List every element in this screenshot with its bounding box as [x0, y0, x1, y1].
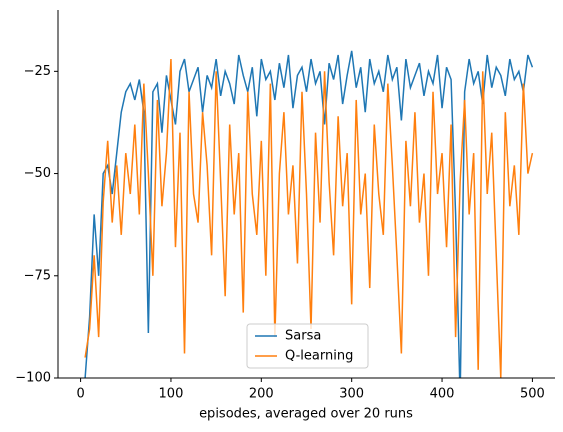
plot-area — [84, 50, 534, 378]
x-tick-label: 500 — [520, 387, 545, 402]
series-line — [84, 50, 534, 378]
x-tick-label: 200 — [249, 387, 274, 402]
x-tick-label: 400 — [430, 387, 455, 402]
y-tick-label: −25 — [24, 64, 51, 79]
x-tick-label: 0 — [76, 387, 84, 402]
y-tick-label: −100 — [15, 371, 51, 386]
y-tick-label: −50 — [24, 166, 51, 181]
y-tick-label: −75 — [24, 268, 51, 283]
x-tick-label: 100 — [159, 387, 184, 402]
legend-label: Q-learning — [285, 349, 353, 364]
legend-box — [246, 323, 369, 369]
legend-label: Sarsa — [285, 329, 321, 344]
x-tick-label: 300 — [339, 387, 364, 402]
series-line — [84, 59, 534, 378]
x-axis-label: episodes, averaged over 20 runs — [199, 407, 413, 422]
